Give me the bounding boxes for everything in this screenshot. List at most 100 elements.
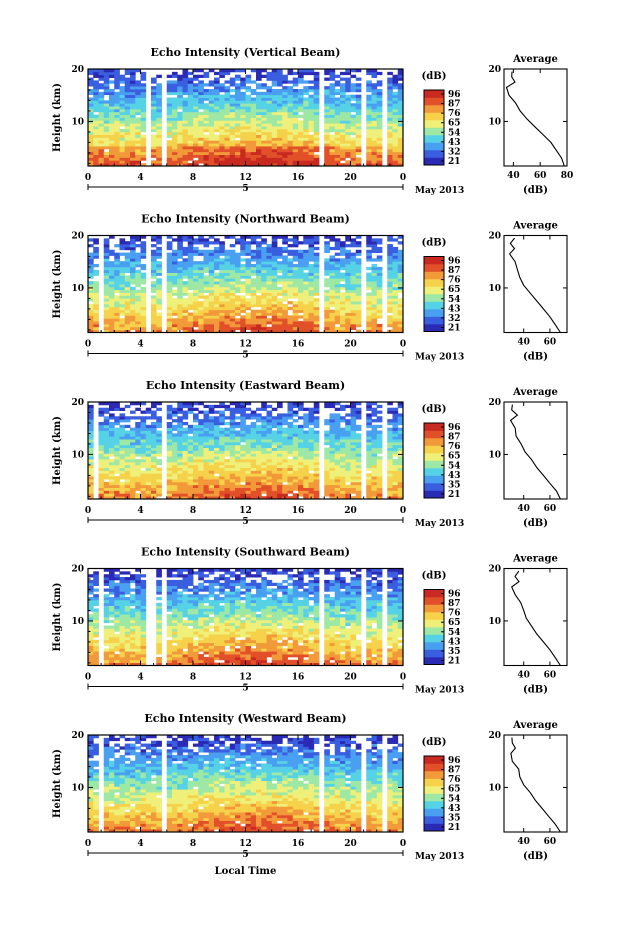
profile-frame xyxy=(503,734,568,833)
colorbar-segment xyxy=(424,763,444,772)
colorbar-tick-label: 87 xyxy=(448,433,461,443)
profile-x-label: (dB) xyxy=(523,518,548,529)
panel-4: Echo Intensity (Westward Beam) 0 4 8 12 16 20 0… xyxy=(52,712,568,862)
profile-y-tick-label: 10 xyxy=(488,450,501,460)
colorbar-unit: (dB) xyxy=(422,737,447,748)
colorbar-tick-label: 54 xyxy=(448,628,461,638)
colorbar-segment xyxy=(424,438,444,446)
y-tick-label: 10 xyxy=(71,617,84,627)
x-tick-label: 8 xyxy=(190,173,196,183)
day-label: 5 xyxy=(242,184,248,194)
colorbar-frame xyxy=(423,256,445,332)
profile-x-tick-label: 40 xyxy=(517,671,530,681)
colorbar-segment xyxy=(424,657,444,665)
x-tick-label: 8 xyxy=(190,839,196,849)
x-tick-label: 8 xyxy=(190,506,196,516)
colorbar-segment xyxy=(424,271,444,280)
x-tick-label: 0 xyxy=(400,839,406,849)
colorbar-segment xyxy=(424,649,444,658)
heatmap-title: Echo Intensity (Southward Beam) xyxy=(141,546,350,559)
profile-x-label: (dB) xyxy=(523,685,548,696)
colorbar-unit: (dB) xyxy=(422,404,447,415)
y-axis-label: Height (km) xyxy=(52,83,63,152)
colorbar-tick-label: 43 xyxy=(448,304,461,314)
profile-title: Average xyxy=(512,720,558,731)
y-tick-label: 20 xyxy=(71,731,84,741)
colorbar-tick-label: 87 xyxy=(448,766,461,776)
colorbar-tick-label: 76 xyxy=(448,609,461,619)
x-tick-label: 12 xyxy=(239,506,252,516)
colorbar-tick-label: 21 xyxy=(448,157,461,167)
profile-line xyxy=(505,71,565,167)
profile-frame xyxy=(503,401,568,500)
colorbar-tick-label: 54 xyxy=(448,461,461,471)
colorbar-segment xyxy=(424,150,444,158)
heatmap-cells xyxy=(88,69,404,167)
profile-y-tick-label: 20 xyxy=(488,731,501,741)
colorbar-tick-label: 54 xyxy=(448,794,461,804)
colorbar-segment xyxy=(424,301,444,310)
colorbar-segment xyxy=(424,112,444,121)
colorbar-tick-label: 43 xyxy=(448,804,461,814)
profile-y-tick-label: 20 xyxy=(488,398,501,408)
panel-2: Echo Intensity (Eastward Beam) 0 4 8 12 16 20 0… xyxy=(52,379,568,529)
profile-y-tick-label: 10 xyxy=(488,617,501,627)
profile-x-tick-label: 60 xyxy=(544,504,557,514)
colorbar-segment xyxy=(424,816,444,824)
profile-title: Average xyxy=(512,387,558,398)
x-tick-label: 20 xyxy=(344,506,357,516)
colorbar-segment xyxy=(424,430,444,439)
colorbar-tick-label: 87 xyxy=(448,100,461,110)
colorbar-segment xyxy=(424,801,444,809)
date-label: May 2013 xyxy=(415,353,464,363)
x-tick-label: 8 xyxy=(190,673,196,683)
profile-x-label: (dB) xyxy=(523,352,548,363)
colorbar-tick-label: 96 xyxy=(448,90,461,100)
colorbar-segment xyxy=(424,793,444,802)
profile-x-tick-label: 80 xyxy=(561,171,574,181)
x-tick-label: 20 xyxy=(344,173,357,183)
profile-line xyxy=(510,737,561,833)
x-tick-label: 12 xyxy=(239,173,252,183)
x-tick-label: 16 xyxy=(292,506,305,516)
colorbar-tick-label: 65 xyxy=(448,785,461,795)
profile-title: Average xyxy=(512,54,558,65)
x-axis-label: Local Time xyxy=(215,866,277,877)
profile-x-tick-label: 60 xyxy=(534,171,547,181)
y-axis-label: Height (km) xyxy=(52,416,63,485)
y-tick-label: 10 xyxy=(71,284,84,294)
colorbar-tick-label: 21 xyxy=(448,823,461,833)
profile-x-tick-label: 60 xyxy=(544,338,557,348)
colorbar-tick-label: 35 xyxy=(448,647,461,657)
x-tick-label: 16 xyxy=(292,173,305,183)
colorbar-segment xyxy=(424,286,444,295)
y-tick-label: 20 xyxy=(71,565,84,575)
colorbar-segment xyxy=(424,445,444,454)
x-tick-label: 0 xyxy=(85,839,91,849)
profile-title: Average xyxy=(512,554,558,565)
panel-3: Echo Intensity (Southward Beam) 0 4 8 12 16 20… xyxy=(52,546,568,696)
profile-x-tick-label: 40 xyxy=(517,504,530,514)
profile-x-tick-label: 60 xyxy=(544,671,557,681)
heatmap-cells xyxy=(88,735,404,833)
colorbar-segment xyxy=(424,316,444,325)
heatmap-cells xyxy=(88,568,404,666)
colorbar-segment xyxy=(424,264,444,272)
colorbar-segment xyxy=(424,157,444,166)
colorbar-tick-label: 87 xyxy=(448,599,461,609)
colorbar-tick-label: 21 xyxy=(448,490,461,500)
colorbar-segment xyxy=(424,324,444,332)
x-tick-label: 4 xyxy=(137,340,143,350)
colorbar-segment xyxy=(424,294,444,302)
colorbar-tick-label: 96 xyxy=(448,423,461,433)
colorbar-segment xyxy=(424,142,444,151)
heatmap-cells xyxy=(88,402,404,500)
x-tick-label: 0 xyxy=(85,340,91,350)
colorbar-frame xyxy=(423,89,445,166)
profile-y-tick-label: 10 xyxy=(488,117,501,127)
colorbar-segment xyxy=(424,634,444,643)
profile-frame xyxy=(503,234,568,334)
colorbar-tick-label: 76 xyxy=(448,442,461,452)
colorbar-segment xyxy=(424,808,444,817)
